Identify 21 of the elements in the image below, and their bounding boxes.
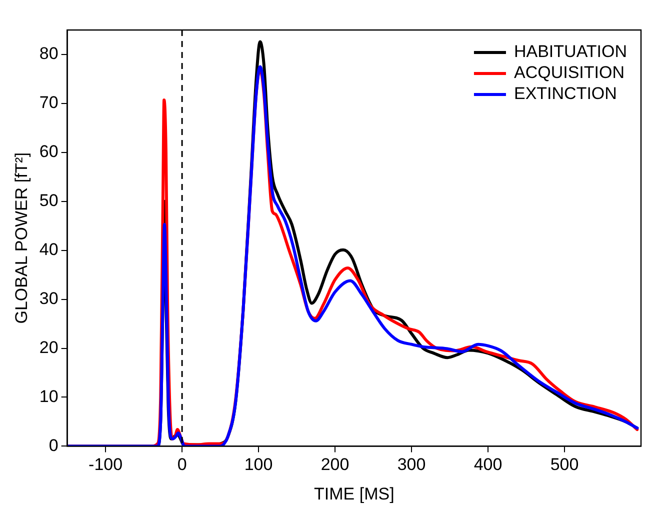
x-tick-label: -100	[88, 455, 123, 474]
y-tick-label: 60	[39, 142, 58, 162]
x-tick-label: 0	[177, 455, 187, 474]
x-tick-label: 100	[244, 455, 273, 474]
x-tick-label: 300	[397, 455, 426, 474]
y-tick-label: 30	[39, 288, 58, 308]
x-tick-label: 400	[474, 455, 502, 474]
y-tick-label: 10	[39, 386, 58, 406]
y-tick-label: 40	[39, 240, 58, 260]
x-tick-label: 500	[550, 455, 579, 474]
y-tick-label: 80	[39, 44, 58, 64]
x-tick-label: 200	[320, 455, 350, 474]
y-axis-title: GLOBAL POWER [fT²]	[12, 152, 31, 324]
legend-label: EXTINCTION	[514, 84, 617, 104]
y-tick-label: 50	[39, 191, 58, 210]
y-tick-label: 0	[48, 436, 58, 455]
y-tick-label: 20	[39, 338, 58, 357]
x-axis-title: TIME [MS]	[314, 484, 394, 504]
legend-label: HABITUATION	[514, 42, 628, 62]
legend-label: ACQUISITION	[514, 63, 624, 82]
y-tick-label: 70	[39, 93, 58, 112]
